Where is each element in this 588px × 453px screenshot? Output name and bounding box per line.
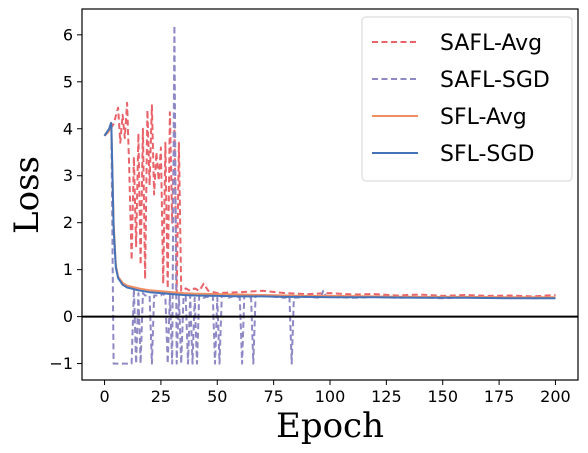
x-tick-label: 150 bbox=[427, 387, 458, 406]
y-axis-label: Loss bbox=[7, 156, 47, 234]
x-tick-label: 25 bbox=[151, 387, 171, 406]
y-tick-label: 4 bbox=[63, 119, 73, 138]
x-axis-ticks: 0 25 50 75 100 125 150 175 200 bbox=[99, 380, 571, 406]
y-tick-label: 0 bbox=[63, 307, 73, 326]
y-tick-label: 5 bbox=[63, 72, 73, 91]
x-tick-label: 75 bbox=[263, 387, 283, 406]
x-tick-label: 125 bbox=[371, 387, 402, 406]
x-tick-label: 175 bbox=[484, 387, 515, 406]
y-tick-label: 2 bbox=[63, 213, 73, 232]
x-tick-label: 50 bbox=[207, 387, 227, 406]
series-line-safl-avg bbox=[103, 101, 556, 298]
series-line-sfl-sgd bbox=[103, 122, 556, 300]
y-axis-ticks: −1 0 1 2 3 4 5 6 bbox=[49, 25, 82, 373]
y-tick-label: 3 bbox=[63, 166, 73, 185]
y-tick-label: −1 bbox=[49, 354, 73, 373]
legend: SAFL-Avg SAFL-SGD SFL-Avg SFL-SGD bbox=[361, 16, 573, 182]
x-axis-label: Epoch bbox=[276, 406, 384, 446]
x-tick-label: 0 bbox=[99, 387, 109, 406]
x-tick-label: 200 bbox=[540, 387, 571, 406]
legend-label: SFL-Avg bbox=[440, 105, 527, 130]
legend-label: SAFL-SGD bbox=[440, 68, 550, 93]
x-tick-label: 100 bbox=[315, 387, 346, 406]
series-layer bbox=[103, 24, 556, 365]
legend-label: SAFL-Avg bbox=[440, 31, 542, 56]
legend-label: SFL-SGD bbox=[440, 142, 534, 167]
y-tick-label: 1 bbox=[63, 260, 73, 279]
legend-box bbox=[361, 16, 573, 182]
y-tick-label: 6 bbox=[63, 25, 73, 44]
